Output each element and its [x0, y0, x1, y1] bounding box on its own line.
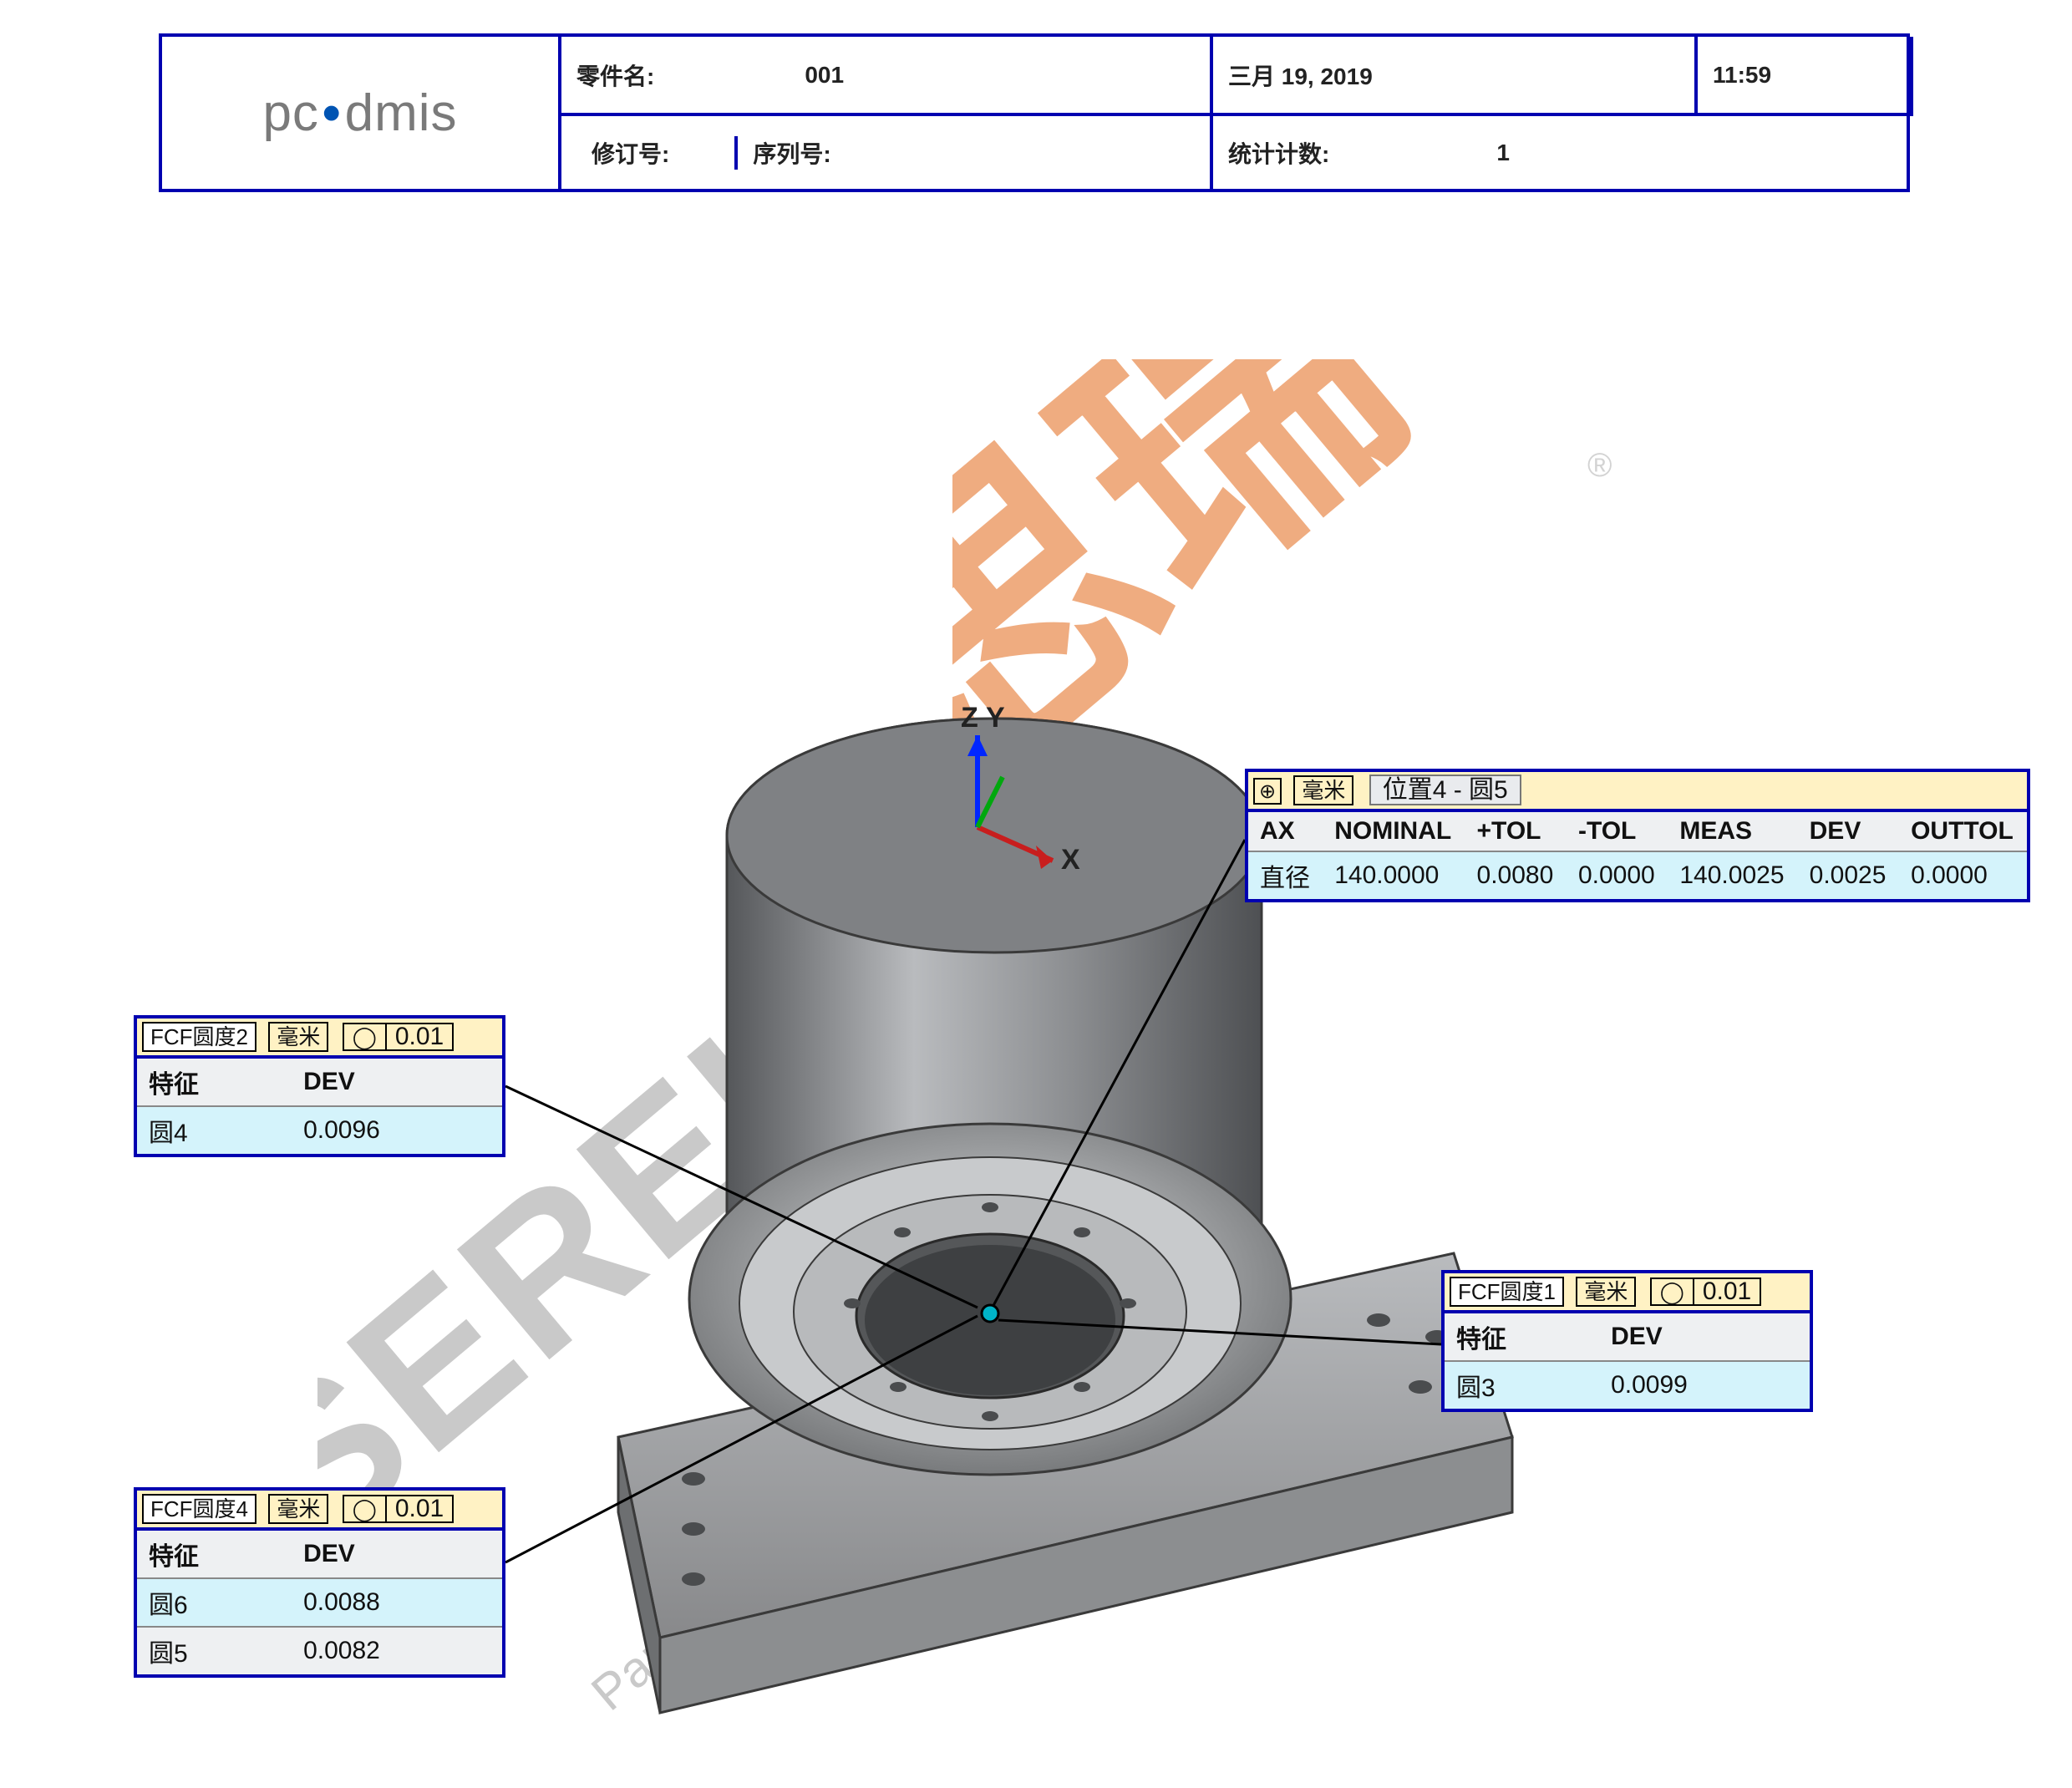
fcf4-name: FCF圆度4 [142, 1494, 256, 1524]
report-header: pc•dmis 零件名: 001 三月 19, 2019 11:59 修订号: … [159, 33, 1910, 192]
part-cylinder [727, 719, 1262, 1337]
stat-cell: 统计计数: 1 [1213, 113, 1913, 189]
pos-row-4: 140.0025 [1668, 851, 1797, 899]
fcf2-tol: 0.01 [385, 1024, 452, 1050]
pos-col-1: NOMINAL [1323, 810, 1465, 851]
time-cell: 11:59 [1698, 37, 1913, 113]
unit-label: 毫米 [1293, 775, 1353, 805]
logo-right: dmis [345, 84, 458, 143]
fcf1-hdr-dev: DEV [1599, 1312, 1810, 1361]
part-name-value: 001 [805, 62, 844, 89]
watermark-sub-text: Part of Hexagon [581, 1445, 894, 1721]
fcf4-hdr-feat: 特征 [137, 1529, 292, 1578]
fcf2-name: FCF圆度2 [142, 1022, 256, 1052]
pos-col-5: DEV [1798, 810, 1899, 851]
date-value: 三月 19, 2019 [1228, 58, 1373, 92]
logo-left: pc [262, 84, 318, 143]
callout-position: ⊕ 毫米 位置4 - 圆5 AX NOMINAL +TOL -TOL MEAS … [1245, 769, 2030, 902]
fcf4-hdr-dev: DEV [292, 1529, 502, 1578]
pos-row-5: 0.0025 [1798, 851, 1899, 899]
fcf1-name: FCF圆度1 [1450, 1277, 1564, 1307]
pos-row-6: 0.0000 [1899, 851, 2027, 899]
fcf2-hdr-feat: 特征 [137, 1057, 292, 1106]
fcf4-unit: 毫米 [268, 1494, 328, 1524]
pos-row-3: 0.0000 [1567, 851, 1668, 899]
position-symbol-icon: ⊕ [1253, 778, 1282, 805]
rev-serial-cell: 修订号: 序列号: [561, 113, 1213, 189]
callout-fcf4: FCF圆度4 毫米 ◯ 0.01 特征 DEV 圆6 0.0088 圆5 0.0… [134, 1487, 505, 1678]
fcf4-tol: 0.01 [385, 1496, 452, 1522]
pos-col-0: AX [1248, 810, 1323, 851]
axis-y-label: Y [986, 702, 1005, 734]
stat-value: 1 [1496, 140, 1510, 166]
circularity-symbol-icon: ◯ [1652, 1278, 1693, 1305]
date-cell: 三月 19, 2019 [1213, 37, 1698, 113]
fcf4-r0-feat: 圆6 [137, 1578, 292, 1627]
axes-triad: X Z Y [961, 702, 1080, 876]
fcf1-unit: 毫米 [1576, 1277, 1636, 1307]
fcf1-tol: 0.01 [1693, 1278, 1760, 1305]
callout-fcf1: FCF圆度1 毫米 ◯ 0.01 特征 DEV 圆3 0.0099 [1441, 1270, 1813, 1412]
logo: pc•dmis [162, 37, 561, 189]
axis-z-label: Z [961, 702, 978, 734]
part-name-cell: 零件名: 001 [561, 37, 1213, 113]
fcf4-r0-dev: 0.0088 [292, 1578, 502, 1627]
axis-x-label: X [1061, 844, 1080, 876]
pos-row-0: 直径 [1248, 851, 1323, 899]
fcf4-r1-dev: 0.0082 [292, 1627, 502, 1674]
logo-dot: • [319, 84, 345, 143]
pos-col-4: MEAS [1668, 810, 1797, 851]
fcf1-hdr-feat: 特征 [1445, 1312, 1599, 1361]
pos-col-3: -TOL [1567, 810, 1668, 851]
part-flange [689, 1124, 1291, 1475]
rev-label: 修订号: [592, 136, 669, 170]
pos-row-1: 140.0000 [1323, 851, 1465, 899]
part-base [618, 1253, 1512, 1713]
fcf2-r0-feat: 圆4 [137, 1106, 292, 1154]
circularity-symbol-icon: ◯ [344, 1496, 385, 1522]
svg-text:®: ® [1587, 447, 1612, 484]
part-name-label: 零件名: [576, 58, 654, 92]
pos-row-2: 0.0080 [1465, 851, 1567, 899]
time-value: 11:59 [1713, 62, 1771, 89]
fcf2-r0-dev: 0.0096 [292, 1106, 502, 1154]
fcf1-r0-feat: 圆3 [1445, 1361, 1599, 1409]
stat-label: 统计计数: [1228, 136, 1329, 170]
leaders [505, 840, 1441, 1562]
fcf2-hdr-dev: DEV [292, 1057, 502, 1106]
callout-fcf2: FCF圆度2 毫米 ◯ 0.01 特征 DEV 圆4 0.0096 [134, 1015, 505, 1157]
circularity-symbol-icon: ◯ [344, 1024, 385, 1050]
watermark-serein-text: SEREIN [317, 890, 965, 1587]
fcf1-r0-dev: 0.0099 [1599, 1361, 1810, 1409]
fcf2-unit: 毫米 [268, 1022, 328, 1052]
callout-position-title: 位置4 - 圆5 [1369, 775, 1521, 805]
serial-label: 序列号: [753, 136, 830, 170]
fcf4-r1-feat: 圆5 [137, 1627, 292, 1674]
pos-col-2: +TOL [1465, 810, 1567, 851]
pos-col-6: OUTTOL [1899, 810, 2027, 851]
